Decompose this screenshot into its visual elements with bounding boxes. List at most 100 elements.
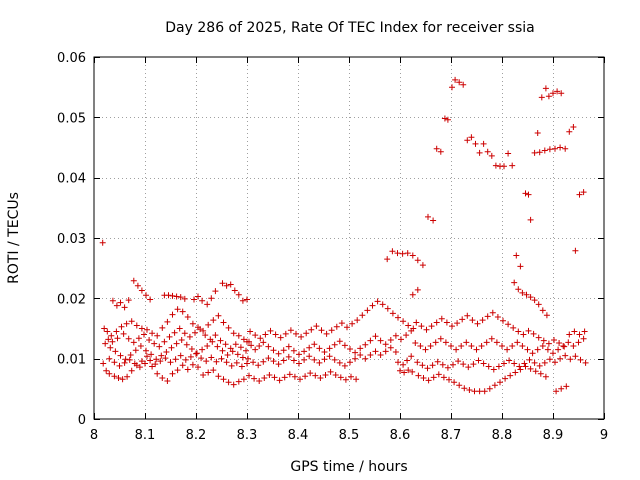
y-tick-label: 0 [78, 413, 86, 428]
data-point [237, 344, 244, 351]
data-point [397, 367, 403, 374]
data-point [459, 316, 466, 323]
data-point [233, 359, 240, 366]
data-point [306, 344, 313, 351]
data-point [395, 359, 401, 366]
data-point [117, 299, 124, 306]
data-point [441, 115, 448, 122]
data-point [550, 90, 556, 97]
data-point [550, 350, 556, 357]
data-point [521, 360, 528, 367]
data-point [142, 360, 148, 367]
data-point [473, 346, 480, 353]
data-point [553, 388, 560, 395]
data-point [146, 337, 153, 343]
data-point [120, 330, 127, 337]
data-point [276, 377, 283, 384]
data-point [502, 375, 509, 382]
data-point [484, 313, 491, 320]
data-point [392, 332, 399, 339]
data-point [219, 347, 226, 354]
data-point [443, 319, 450, 326]
data-point [341, 362, 348, 369]
data-point [210, 367, 217, 374]
data-point [440, 374, 447, 381]
data-point [354, 317, 361, 324]
data-point [331, 356, 338, 363]
data-point [362, 341, 369, 348]
data-point [291, 373, 298, 380]
data-point [536, 149, 543, 156]
data-point [214, 343, 221, 350]
data-point [572, 353, 579, 360]
data-point [244, 360, 250, 367]
data-point [409, 368, 416, 375]
data-point [252, 332, 259, 339]
data-point [430, 374, 437, 381]
data-point [531, 149, 538, 156]
data-point [539, 343, 546, 349]
data-point [125, 297, 132, 304]
data-point [105, 336, 112, 343]
data-point [224, 352, 231, 358]
data-point [285, 343, 292, 350]
data-point [490, 366, 497, 373]
data-point [512, 369, 519, 376]
data-point [266, 372, 273, 378]
data-point [244, 338, 250, 345]
data-point [257, 335, 264, 342]
data-point [525, 191, 532, 198]
data-point [539, 307, 546, 314]
data-point [134, 282, 141, 289]
data-point [464, 137, 471, 144]
x-axis-label: GPS time / hours [290, 459, 407, 475]
data-point [297, 376, 303, 383]
data-point [531, 359, 538, 366]
data-point [541, 147, 548, 154]
data-point [187, 353, 194, 360]
data-point [174, 306, 181, 313]
data-point [287, 327, 294, 334]
data-point [479, 317, 486, 324]
data-point [154, 370, 161, 377]
data-point [517, 366, 524, 373]
data-point [111, 359, 118, 366]
data-point [147, 296, 154, 303]
data-point [286, 371, 293, 378]
y-tick-label: 0.04 [57, 172, 86, 187]
data-point [106, 355, 113, 362]
data-point [222, 341, 229, 348]
data-point [379, 301, 386, 308]
data-point [157, 358, 164, 365]
data-point [215, 312, 222, 319]
data-point [188, 346, 195, 352]
data-point [542, 85, 549, 92]
data-point [449, 323, 455, 330]
data-point [458, 343, 465, 349]
data-point [493, 339, 500, 346]
data-point [99, 239, 106, 246]
data-point [510, 324, 517, 331]
data-point [425, 213, 431, 220]
data-point [308, 326, 315, 333]
data-point [235, 378, 242, 385]
data-point [107, 344, 114, 351]
data-point [480, 140, 487, 147]
data-point [470, 361, 477, 368]
data-point [166, 333, 173, 340]
data-point [282, 330, 289, 337]
data-point [437, 335, 444, 342]
data-point [364, 307, 371, 314]
data-point [542, 373, 549, 380]
data-point [557, 355, 564, 362]
data-point [353, 376, 360, 383]
data-point [212, 332, 219, 339]
data-point [306, 353, 313, 360]
data-point [161, 338, 168, 345]
data-point [527, 216, 534, 223]
data-point [111, 373, 118, 380]
data-point [318, 327, 325, 334]
data-point [536, 362, 543, 369]
data-point [270, 347, 277, 354]
data-point [212, 288, 219, 295]
